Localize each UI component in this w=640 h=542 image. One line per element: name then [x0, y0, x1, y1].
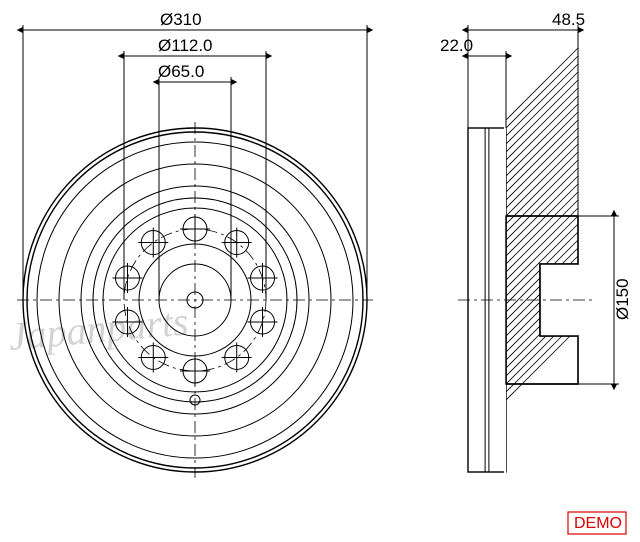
dim-d65-label: Ø65.0	[158, 62, 204, 81]
demo-label: DEMO	[574, 515, 622, 532]
drawing-canvas: Japanparts Ø310Ø112.0Ø65.048.522.0Ø150 D…	[0, 0, 640, 542]
front-view	[17, 25, 373, 478]
dim-d310-label: Ø310	[160, 10, 202, 29]
dim-w22-label: 22.0	[440, 36, 473, 55]
technical-drawing: Japanparts Ø310Ø112.0Ø65.048.522.0Ø150 D…	[0, 0, 640, 542]
side-view	[458, 25, 619, 474]
dim-d150-label: Ø150	[613, 278, 632, 320]
dim-d112-label: Ø112.0	[158, 36, 213, 55]
dim-w48-label: 48.5	[552, 10, 585, 29]
